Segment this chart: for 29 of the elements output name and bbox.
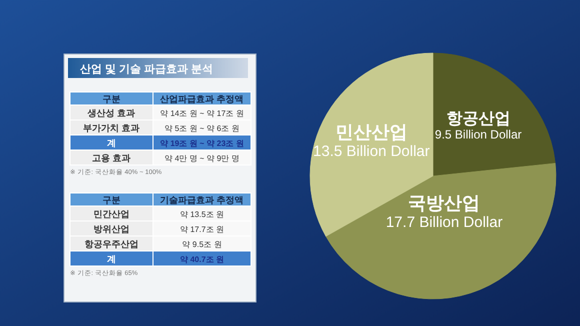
category-label: 방위산업: [94, 224, 130, 234]
text: 약 4만 명 ~ 약 9만 명: [164, 154, 240, 163]
data-label: 9.5 Billion Dollar: [434, 128, 522, 142]
text: 약 17.7조 원: [180, 225, 224, 234]
slice-label: 민산산업: [335, 122, 408, 142]
category-label: 구분: [102, 195, 120, 205]
text: 약 9.5조 원: [182, 240, 222, 249]
slice-label: 항공산업: [446, 110, 510, 128]
category-label: 구분: [102, 94, 120, 104]
text: 약 14조 원 ~ 약 17조 원: [160, 109, 244, 118]
pie-slice: [432, 52, 556, 176]
text: 기술파급효과 추정액: [160, 195, 244, 205]
category-label: 부가가치 효과: [83, 123, 140, 133]
data-label: 17.7 Billion Dollar: [386, 214, 503, 232]
category-label: 민간산업: [94, 209, 130, 219]
text: 산업파급효과 추정액: [160, 94, 244, 104]
text: 산업 및 기술 파급효과 분석: [80, 64, 214, 76]
data-label: 13.5 Billion Dollar: [313, 143, 430, 160]
text: 약 13.5조 원: [180, 210, 224, 219]
category-label: 고용 효과: [92, 153, 131, 163]
category-label: 생산성 효과: [86, 108, 136, 118]
text: 약 5조 원 ~ 약 6조 원: [164, 124, 240, 133]
category-label: 계: [107, 254, 116, 264]
category-label: 계: [107, 138, 116, 148]
text: 약 40.7조 원: [180, 255, 224, 264]
pie-slice: [326, 162, 556, 300]
text: 약 19조 원 ~ 약 23조 원: [160, 139, 244, 148]
slice-label: 국방산업: [408, 193, 480, 214]
category-label: 항공우주산업: [84, 239, 138, 249]
